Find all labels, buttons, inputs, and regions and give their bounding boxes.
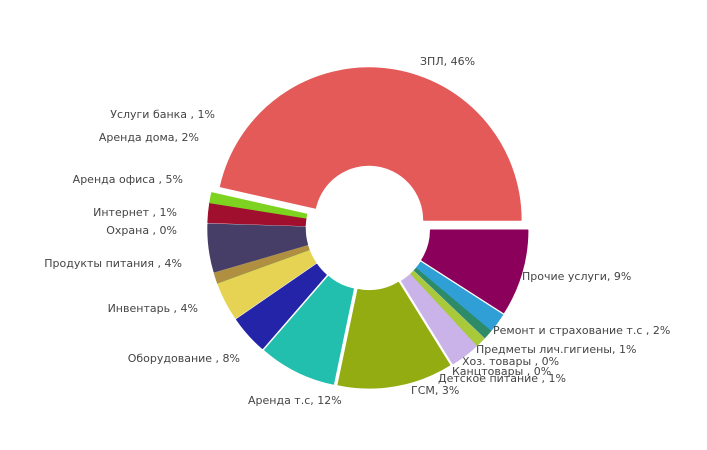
slice: [207, 202, 307, 227]
slice-label: Прочие услуги, 9%: [522, 270, 631, 283]
slice-label: Хоз. товары , 0%: [462, 355, 559, 368]
slice-label: Интернет , 1%: [93, 206, 177, 219]
slice: [207, 223, 309, 273]
slice: [415, 261, 504, 332]
slice: [236, 263, 327, 349]
slice-label: Оборудование , 8%: [128, 352, 240, 365]
slice-label: Продукты питания , 4%: [44, 257, 182, 270]
slice-label: Аренда дома, 2%: [99, 131, 199, 144]
slice-label: Детское питание , 1%: [438, 372, 566, 385]
slice-label: Ремонт и страхование т.с , 2%: [493, 324, 670, 337]
slice: [209, 192, 308, 219]
slice: [410, 270, 485, 347]
slice-label: Аренда т.с, 12%: [248, 394, 342, 407]
slice-label: Предметы лич.гигиены, 1%: [476, 343, 636, 356]
slice-label: Канцтовары , 0%: [452, 365, 551, 378]
slice-label: Услуги банка , 1%: [110, 108, 215, 121]
slice-label: Аренда офиса , 5%: [73, 173, 183, 186]
slice: [219, 67, 522, 221]
slice: [213, 245, 310, 284]
slice: [217, 249, 317, 319]
slice-label: Охрана , 0%: [106, 224, 177, 237]
slice-label: Инвентарь , 4%: [108, 302, 198, 315]
slice: [264, 275, 354, 385]
slice-label: ЗПЛ, 46%: [420, 55, 475, 68]
slice: [401, 274, 477, 365]
slice: [337, 281, 451, 389]
slice: [421, 229, 529, 314]
slice-label: ГСМ, 3%: [411, 384, 459, 397]
